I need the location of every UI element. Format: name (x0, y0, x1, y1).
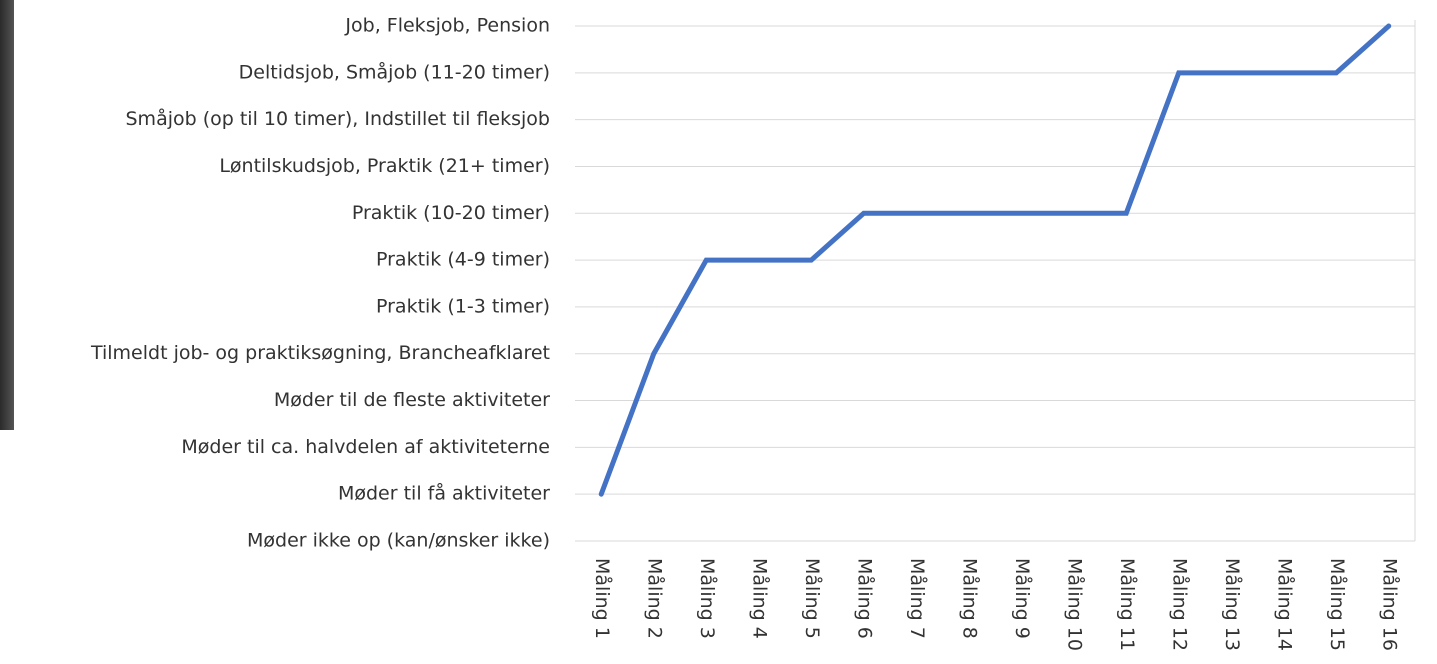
x-tick-label: Måling 1 (591, 558, 614, 639)
x-tick-label: Måling 16 (1378, 558, 1401, 651)
y-tick-label: Møder til ca. halvdelen af aktiviteterne (181, 436, 550, 458)
page: Møder ikke op (kan/ønsker ikke) Møder til… (0, 0, 1437, 664)
x-tick-label: Måling 7 (906, 558, 929, 639)
y-tick-label: Praktik (10-20 timer) (352, 202, 550, 224)
x-tick-label: Måling 13 (1221, 558, 1244, 651)
y-tick-label: Praktik (1-3 timer) (376, 295, 550, 317)
background-edge (0, 0, 14, 430)
x-tick-label: Måling 15 (1326, 558, 1349, 651)
x-tick-label: Måling 3 (696, 558, 719, 639)
y-tick-label: Møder til få aktiviteter (338, 482, 550, 505)
y-tick-label: Småjob (op til 10 timer), Indstillet til… (126, 107, 551, 130)
y-tick-label: Deltidsjob, Småjob (11-20 timer) (239, 60, 550, 83)
chart: Møder ikke op (kan/ønsker ikke) Møder til… (0, 0, 1437, 664)
x-tick-label: Måling 10 (1063, 558, 1086, 651)
y-tick-label: Tilmeldt job- og praktiksøgning, Branche… (90, 342, 550, 364)
x-tick-label: Måling 14 (1273, 558, 1296, 651)
x-tick-label: Måling 4 (748, 558, 771, 639)
x-tick-label: Måling 5 (801, 558, 824, 639)
y-tick-label: Job, Fleksjob, Pension (344, 15, 550, 37)
y-tick-label: Praktik (4-9 timer) (376, 249, 550, 271)
x-tick-label: Måling 2 (643, 558, 666, 639)
x-tick-label: Måling 11 (1116, 558, 1139, 651)
x-tick-label: Måling 9 (1011, 558, 1034, 639)
x-tick-label: Måling 12 (1168, 558, 1191, 651)
y-tick-label: Møder ikke op (kan/ønsker ikke) (247, 530, 550, 552)
y-tick-label: Løntilskudsjob, Praktik (21+ timer) (219, 155, 550, 177)
x-tick-label: Måling 6 (853, 558, 876, 639)
x-tick-label: Måling 8 (958, 558, 981, 639)
y-tick-label: Møder til de fleste aktiviteter (274, 389, 550, 411)
